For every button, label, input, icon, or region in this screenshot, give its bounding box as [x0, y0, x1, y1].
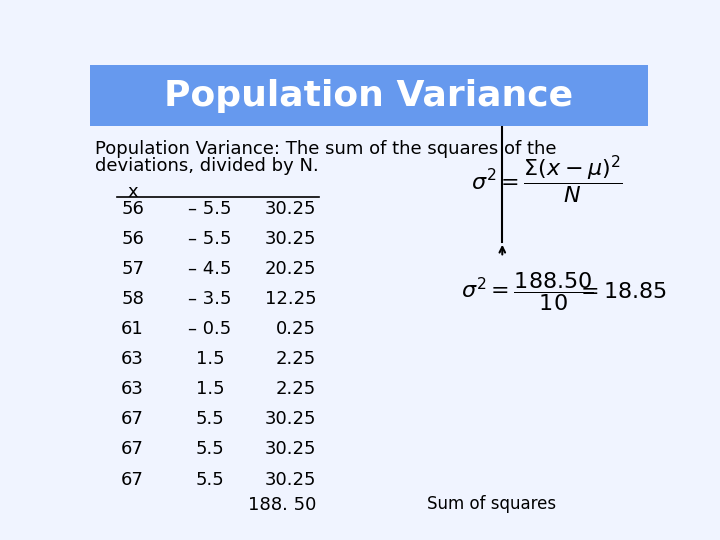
Text: 67: 67: [121, 441, 144, 458]
Text: $\sigma^2 = \dfrac{188.50}{10}$: $\sigma^2 = \dfrac{188.50}{10}$: [462, 271, 594, 313]
Text: Sum of squares: Sum of squares: [427, 495, 557, 512]
Text: x: x: [127, 183, 138, 201]
Text: 30.25: 30.25: [265, 470, 316, 489]
Bar: [90, 65, 648, 126]
Text: 56: 56: [121, 230, 144, 248]
Text: – 5.5: – 5.5: [189, 230, 232, 248]
Text: 1.5: 1.5: [196, 350, 225, 368]
Text: 57: 57: [121, 260, 144, 278]
Text: $\sigma^2 = \dfrac{\Sigma(x - \mu)^2}{N}$: $\sigma^2 = \dfrac{\Sigma(x - \mu)^2}{N}…: [472, 154, 623, 206]
Text: – 5.5: – 5.5: [189, 200, 232, 218]
Text: 20.25: 20.25: [265, 260, 316, 278]
Text: $= 18.85$: $= 18.85$: [575, 282, 666, 302]
Text: 63: 63: [121, 381, 144, 399]
Text: – 3.5: – 3.5: [189, 291, 232, 308]
Text: 30.25: 30.25: [265, 200, 316, 218]
Text: 56: 56: [121, 200, 144, 218]
Text: 30.25: 30.25: [265, 230, 316, 248]
Text: 2.25: 2.25: [276, 350, 316, 368]
Text: 5.5: 5.5: [196, 441, 225, 458]
Text: 0.25: 0.25: [276, 320, 316, 339]
Text: 30.25: 30.25: [265, 441, 316, 458]
Text: 63: 63: [121, 350, 144, 368]
Text: deviations, divided by N.: deviations, divided by N.: [94, 157, 318, 175]
Text: 5.5: 5.5: [196, 470, 225, 489]
Text: 188. 50: 188. 50: [248, 496, 316, 514]
Text: 1.5: 1.5: [196, 381, 225, 399]
Text: Population Variance: The sum of the squares of the: Population Variance: The sum of the squa…: [94, 140, 556, 158]
Text: – 4.5: – 4.5: [189, 260, 232, 278]
Text: 67: 67: [121, 470, 144, 489]
Text: 58: 58: [121, 291, 144, 308]
Text: 30.25: 30.25: [265, 410, 316, 428]
Text: 2.25: 2.25: [276, 381, 316, 399]
Text: 5.5: 5.5: [196, 410, 225, 428]
Text: 12.25: 12.25: [265, 291, 316, 308]
Text: 61: 61: [121, 320, 144, 339]
Text: 67: 67: [121, 410, 144, 428]
Text: – 0.5: – 0.5: [189, 320, 232, 339]
Text: Population Variance: Population Variance: [164, 78, 574, 112]
